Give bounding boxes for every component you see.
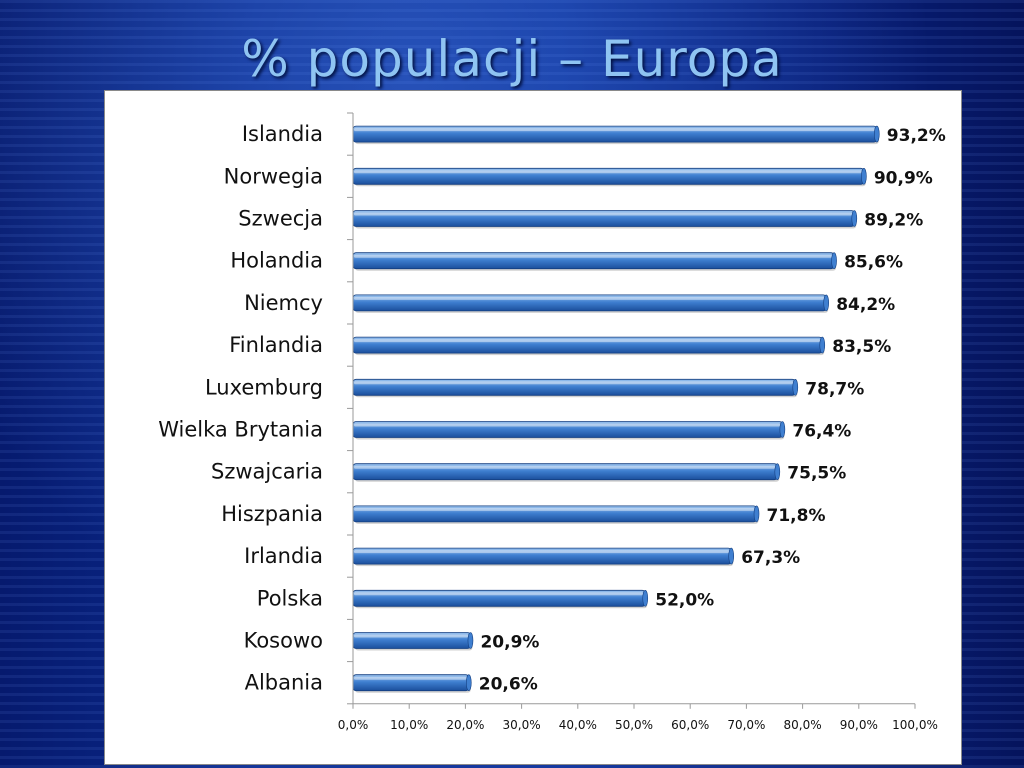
x-tick-label: 60,0% — [671, 718, 709, 732]
x-tick-label: 50,0% — [615, 718, 653, 732]
bar-highlight — [354, 339, 821, 343]
slide-title: % populacji – Europa — [241, 30, 783, 88]
data-label: 84,2% — [836, 295, 895, 315]
bar-end-cap — [819, 336, 826, 354]
x-tick-label: 0,0% — [338, 718, 369, 732]
bar-end-cap — [823, 294, 830, 312]
category-label: Hiszpania — [221, 502, 323, 526]
bar-end-cap — [792, 378, 799, 396]
bar-highlight — [354, 212, 853, 216]
x-tick-label: 10,0% — [390, 718, 428, 732]
data-label: 52,0% — [655, 590, 714, 610]
category-label: Albania — [245, 671, 323, 695]
bar-end-cap — [774, 463, 781, 481]
category-label: Polska — [257, 586, 323, 610]
bar-end-cap — [753, 505, 760, 523]
x-tick-label: 100,0% — [892, 718, 938, 732]
category-label: Wielka Brytania — [158, 418, 323, 442]
data-label: 67,3% — [741, 548, 800, 568]
category-label: Irlandia — [244, 544, 323, 568]
category-label: Szwajcaria — [211, 460, 323, 484]
x-tick-label: 70,0% — [727, 718, 765, 732]
data-label: 76,4% — [792, 422, 851, 442]
bar-highlight — [354, 170, 862, 174]
bar-chart: 0,0% 10,0% 20,0% 30,0% 40,0% 50,0% 60,0% 70,0% 8… — [158, 112, 946, 732]
bar-end-cap — [831, 252, 837, 269]
bar-highlight — [354, 465, 776, 469]
category-label: Szwecja — [238, 207, 323, 231]
category-label: Norwegia — [224, 164, 323, 188]
category-label: Finlandia — [229, 333, 323, 357]
bar-highlight — [354, 381, 794, 385]
x-tick-label: 40,0% — [559, 718, 597, 732]
bar-end-cap — [728, 547, 735, 565]
data-label: 71,8% — [767, 506, 826, 526]
x-tick-label: 80,0% — [784, 718, 822, 732]
bar-highlight — [354, 676, 467, 680]
chart-panel: 0,0% 10,0% 20,0% 30,0% 40,0% 50,0% 60,0% 70,0% 8… — [104, 90, 962, 765]
x-tick-label: 30,0% — [503, 718, 541, 732]
data-label: 78,7% — [805, 379, 864, 399]
bar-highlight — [354, 634, 469, 638]
bar-end-cap — [861, 168, 867, 185]
category-label: Kosowo — [244, 629, 323, 653]
bar-end-cap — [642, 589, 649, 607]
data-label: 93,2% — [887, 126, 946, 146]
data-label: 75,5% — [787, 464, 846, 484]
bar-highlight — [354, 128, 875, 132]
category-label: Holandia — [230, 249, 323, 273]
data-label: 85,6% — [844, 253, 903, 273]
bar-end-cap — [873, 125, 880, 143]
data-label: 89,2% — [864, 211, 923, 231]
bar-highlight — [354, 423, 781, 427]
bar-end-cap — [467, 632, 474, 649]
bar-end-cap — [465, 674, 472, 692]
data-label: 20,9% — [480, 633, 539, 653]
bar-highlight — [354, 550, 730, 554]
data-label: 90,9% — [874, 168, 933, 188]
bar-highlight — [354, 254, 833, 258]
x-tick-label: 90,0% — [840, 718, 878, 732]
bar-highlight — [354, 296, 825, 300]
category-label: Niemcy — [244, 291, 323, 315]
data-label: 83,5% — [832, 337, 891, 357]
bar-end-cap — [779, 421, 786, 438]
x-tick-label: 20,0% — [446, 718, 484, 732]
category-label: Luxemburg — [205, 375, 323, 399]
bar-highlight — [354, 507, 755, 511]
bar-end-cap — [851, 210, 858, 227]
data-label: 20,6% — [479, 675, 538, 695]
category-label: Islandia — [242, 122, 323, 146]
bar-highlight — [354, 592, 644, 596]
